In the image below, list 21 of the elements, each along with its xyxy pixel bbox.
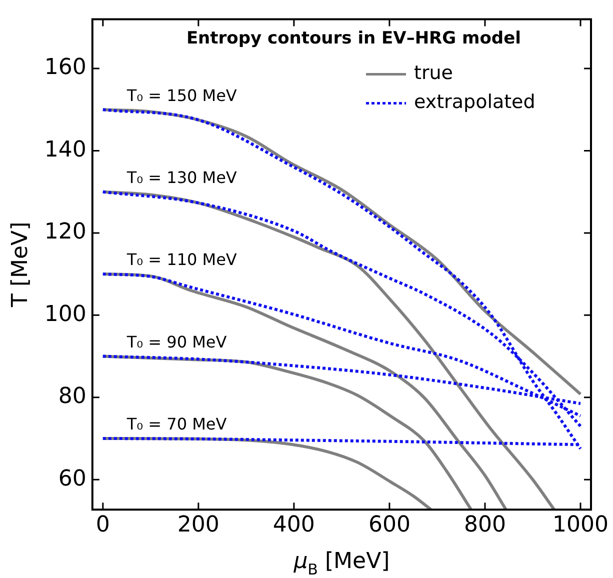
y-tick-label: 60 (58, 466, 86, 492)
y-tick-label: 120 (44, 220, 86, 245)
y-tick-label: 80 (58, 384, 86, 410)
legend-label: true (414, 62, 453, 84)
y-axis-title: T [MeV] (8, 222, 33, 308)
x-tick-label: 200 (177, 512, 220, 538)
y-tick-label: 140 (44, 137, 86, 162)
annotation: T₀ = 110 MeV (126, 250, 237, 270)
text: Entropy contours in EV–HRG model (186, 28, 521, 49)
annotation: T₀ = 150 MeV (126, 86, 237, 105)
x-tick-label: 800 (464, 512, 506, 538)
x-tick-label: 0 (96, 512, 110, 538)
annotation: T₀ = 130 MeV (126, 168, 237, 188)
y-tick-label: 100 (44, 302, 86, 327)
y-tick-label: 160 (44, 55, 86, 80)
x-tick-label: 1000 (552, 512, 608, 538)
x-tick-label: 400 (272, 512, 315, 538)
x-tick-label: 600 (368, 512, 410, 538)
legend-label: extrapolated (414, 91, 536, 114)
annotation: T₀ = 70 MeV (126, 414, 227, 434)
annotation: T₀ = 90 MeV (126, 332, 227, 352)
